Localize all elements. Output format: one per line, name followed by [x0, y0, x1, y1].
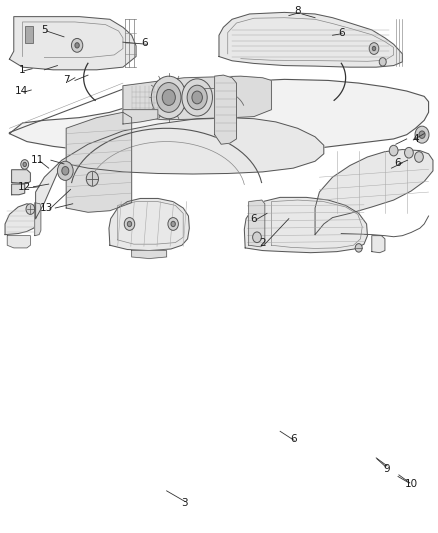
Bar	[25, 26, 32, 43]
Text: 6: 6	[290, 434, 297, 445]
Text: 12: 12	[18, 182, 32, 192]
Polygon shape	[10, 17, 136, 70]
Circle shape	[355, 244, 362, 252]
Text: 6: 6	[251, 214, 257, 224]
Polygon shape	[315, 150, 433, 235]
Polygon shape	[12, 184, 25, 195]
Circle shape	[21, 160, 28, 169]
Circle shape	[187, 85, 207, 110]
Polygon shape	[7, 236, 30, 248]
Circle shape	[419, 131, 425, 139]
Polygon shape	[12, 169, 30, 183]
Text: 6: 6	[395, 158, 401, 168]
Circle shape	[372, 46, 376, 51]
Polygon shape	[123, 110, 158, 124]
Polygon shape	[123, 76, 272, 120]
Text: 7: 7	[63, 76, 70, 85]
Circle shape	[379, 58, 386, 66]
Polygon shape	[109, 198, 189, 251]
Text: 1: 1	[18, 65, 25, 75]
Circle shape	[57, 161, 73, 180]
Text: 6: 6	[141, 38, 148, 48]
Text: 14: 14	[15, 86, 28, 96]
Text: 5: 5	[41, 25, 48, 35]
Polygon shape	[35, 118, 324, 219]
Circle shape	[192, 91, 202, 104]
Polygon shape	[5, 204, 39, 235]
Polygon shape	[35, 203, 41, 236]
Text: 3: 3	[181, 498, 187, 508]
Circle shape	[253, 232, 261, 243]
Polygon shape	[215, 75, 237, 144]
Circle shape	[127, 221, 132, 227]
Polygon shape	[10, 79, 428, 158]
Text: 4: 4	[412, 134, 419, 144]
Text: 6: 6	[338, 28, 345, 38]
Circle shape	[124, 217, 135, 230]
Circle shape	[389, 146, 398, 156]
Text: 8: 8	[294, 6, 301, 17]
Polygon shape	[219, 12, 403, 67]
Circle shape	[405, 148, 413, 158]
Text: 9: 9	[384, 464, 390, 473]
Text: 10: 10	[405, 480, 418, 489]
Circle shape	[23, 163, 26, 166]
Circle shape	[369, 43, 379, 54]
Polygon shape	[244, 197, 367, 253]
Circle shape	[171, 221, 175, 227]
Polygon shape	[132, 251, 166, 259]
Circle shape	[415, 126, 429, 143]
Polygon shape	[372, 236, 385, 253]
Circle shape	[156, 83, 181, 112]
Polygon shape	[66, 112, 132, 212]
Circle shape	[26, 204, 35, 214]
Circle shape	[62, 166, 69, 175]
Circle shape	[71, 38, 83, 52]
Circle shape	[168, 217, 178, 230]
Circle shape	[86, 171, 99, 186]
Circle shape	[182, 79, 212, 116]
Polygon shape	[249, 200, 265, 247]
Circle shape	[415, 152, 424, 163]
Circle shape	[151, 76, 186, 119]
Circle shape	[75, 43, 79, 48]
Text: 13: 13	[40, 203, 53, 213]
Circle shape	[162, 90, 175, 106]
Text: 2: 2	[259, 238, 266, 247]
Text: 11: 11	[31, 155, 44, 165]
